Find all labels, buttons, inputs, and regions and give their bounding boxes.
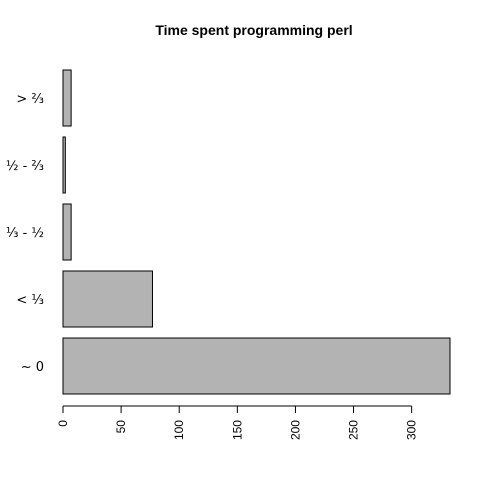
category-label-0: ~ 0 — [21, 360, 44, 375]
x-tick-label-4: 200 — [288, 420, 302, 440]
x-axis: 0 50 100 150 200 250 300 — [56, 405, 419, 440]
x-tick-label-2: 100 — [172, 420, 186, 440]
chart-title: Time spent programming perl — [155, 22, 352, 38]
bar-0 — [62, 337, 451, 395]
category-label-4: > ⅔ — [16, 92, 44, 107]
bar-2 — [62, 203, 72, 261]
category-label-3: ½ - ⅔ — [6, 159, 44, 174]
category-label-1: < ⅓ — [16, 293, 44, 308]
x-tick-label-6: 300 — [405, 420, 419, 440]
x-tick-label-1: 50 — [114, 420, 128, 434]
bar-1 — [62, 270, 153, 328]
bar-3 — [62, 136, 66, 194]
x-tick-label-5: 250 — [347, 420, 361, 440]
category-label-2: ⅓ - ½ — [6, 226, 44, 241]
x-tick-label-3: 150 — [230, 420, 244, 440]
bars — [62, 69, 451, 395]
x-tick-label-0: 0 — [56, 420, 70, 427]
category-labels: ~ 0 < ⅓ ⅓ - ½ ½ - ⅔ > ⅔ — [6, 92, 44, 375]
bar-4 — [62, 69, 72, 127]
